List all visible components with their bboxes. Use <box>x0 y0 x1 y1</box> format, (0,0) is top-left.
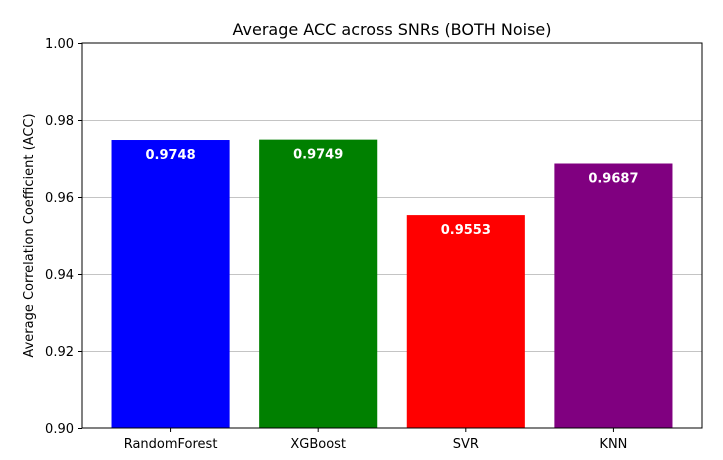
y-tick-label: 0.94 <box>45 268 74 283</box>
y-axis-label: Average Correlation Coefficient (ACC) <box>22 113 37 357</box>
bar-value-label: 0.9748 <box>145 148 195 163</box>
plot-frame <box>81 42 703 429</box>
x-tick-label: SVR <box>453 437 479 452</box>
bar-value-label: 0.9749 <box>293 148 343 163</box>
x-tick-label: KNN <box>599 437 627 452</box>
bar-randomforest <box>111 140 230 428</box>
x-tick-label: RandomForest <box>124 437 218 452</box>
bar-knn <box>554 163 673 428</box>
y-tick-label: 0.92 <box>45 345 74 360</box>
y-tick-label: 0.90 <box>45 422 74 437</box>
y-tick-label: 0.96 <box>45 191 74 206</box>
data-labels: 0.9748 0.9749 0.9553 0.9687 <box>145 148 638 238</box>
chart-title: Average ACC across SNRs (BOTH Noise) <box>233 20 552 39</box>
bar-value-label: 0.9687 <box>588 172 638 187</box>
bar-svr <box>406 215 525 428</box>
x-axis-ticks: RandomForest XGBoost SVR KNN <box>124 428 627 452</box>
y-tick-label: 1.00 <box>45 37 74 52</box>
bar-xgboost <box>259 139 378 428</box>
bars <box>111 139 673 428</box>
y-tick-label: 0.98 <box>45 114 74 129</box>
bar-value-label: 0.9553 <box>441 223 491 238</box>
y-axis-ticks: 0.90 0.92 0.94 0.96 0.98 1.00 <box>45 37 82 437</box>
x-tick-label: XGBoost <box>290 437 346 452</box>
